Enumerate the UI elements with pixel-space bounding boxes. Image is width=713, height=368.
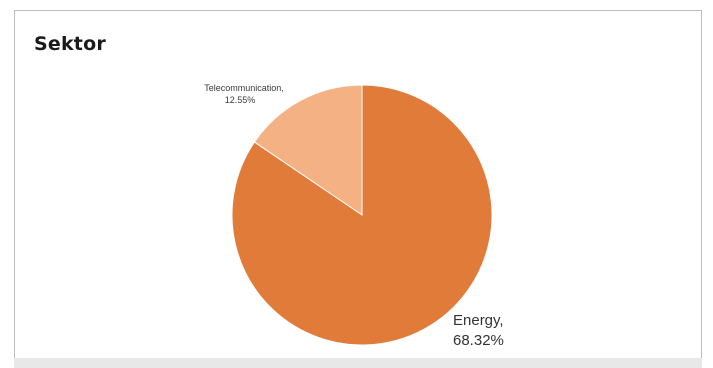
label-telecommunication-name: Telecommunication, [204,83,284,93]
pie-slice-telecommunication [253,84,363,216]
label-energy-name: Energy, [453,312,504,329]
label-telecommunication-value: 12.55% [225,95,256,105]
bottom-edge [14,358,702,368]
label-energy-value: 68.32% [453,332,504,349]
pie-slices [231,84,493,346]
chart-title: Sektor [34,33,106,55]
pie-slice-energy [231,84,493,346]
